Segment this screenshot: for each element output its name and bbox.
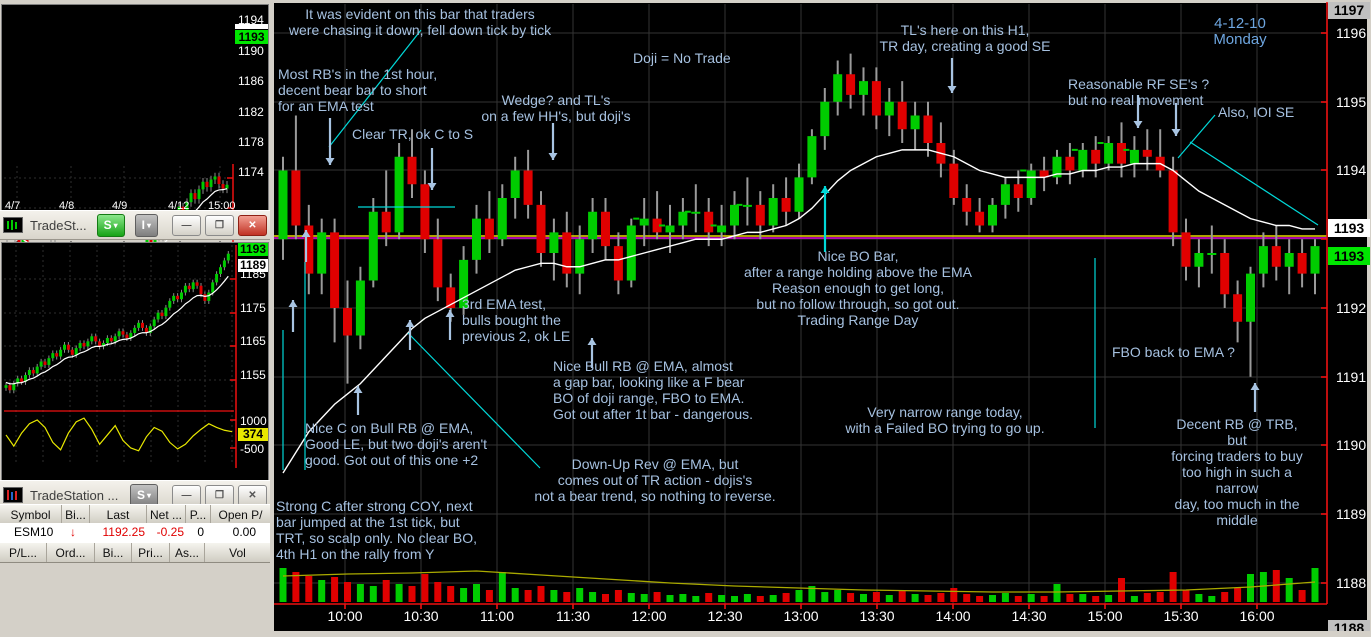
open-pl-cell: 0.00 — [232, 525, 256, 539]
column-header[interactable]: Symbol — [0, 505, 62, 524]
alert-price-badge: 1189 — [238, 258, 268, 272]
minimize-button[interactable]: — — [172, 214, 201, 236]
osc-value-badge: 374 — [238, 428, 268, 441]
chart-window-icon — [3, 217, 23, 233]
chevron-down-icon: ▾ — [113, 220, 118, 230]
net-change-cell: -0.25 — [156, 525, 184, 539]
main-chart-window[interactable]: 1196 1195 1194 1192 1191 1190 1189 1188 10:00 10:… — [270, 0, 1371, 637]
chart-canvas[interactable] — [270, 0, 1371, 637]
down-arrow-icon: ↓ — [70, 525, 76, 539]
osc-axis-label: 1000 — [240, 414, 267, 428]
close-button[interactable]: ✕ — [238, 484, 267, 506]
osc-axis-label: -500 — [240, 442, 265, 456]
intraday-chart-canvas[interactable] — [2, 243, 268, 480]
ema-badge — [235, 24, 268, 29]
order-window-icon — [3, 487, 23, 503]
time-axis-label: 4/12 — [168, 200, 190, 212]
column-header[interactable]: Vol — [229, 545, 246, 560]
column-header[interactable]: P... — [186, 505, 211, 524]
quote-row[interactable]: ESM10 ↓ 1192.25 -0.25 0 0.00 — [0, 523, 270, 542]
price-axis-label: 1174 — [238, 165, 264, 179]
column-header[interactable]: Ord... — [47, 543, 95, 562]
last-price-badge: 1193 — [238, 242, 268, 256]
indicator-button[interactable]: I ▾ — [134, 213, 158, 237]
price-axis-label: 1186 — [238, 74, 264, 88]
ladder-header-row: P/L... Ord... Bi... Pri... As... Vol — [0, 542, 270, 563]
time-axis-label: 4/7 — [5, 200, 21, 212]
symbol-cell: ESM10 — [14, 525, 54, 539]
left-workspace-column: 1194 1190 1186 1182 1178 1174 1193 4/7 4/8 4/9 4/1… — [0, 0, 270, 637]
time-axis-label: 15:00 — [208, 200, 236, 212]
intraday-chart-panel[interactable]: 1185 1175 1165 1155 1193 1189 1000 374 -500 — [1, 242, 269, 481]
column-header[interactable]: Last — [90, 505, 147, 524]
minimize-button[interactable]: — — [172, 484, 201, 506]
chevron-down-icon: ▾ — [146, 220, 151, 230]
price-axis-label: 1178 — [238, 135, 264, 149]
close-button[interactable]: ✕ — [238, 214, 267, 236]
position-cell: 0 — [197, 525, 204, 539]
time-axis-label: 4/8 — [59, 200, 75, 212]
price-axis-label: 1194 — [238, 13, 264, 27]
price-axis-label: 1182 — [238, 105, 264, 119]
column-header[interactable]: Open P/ — [218, 507, 263, 522]
column-header[interactable]: As... — [170, 543, 205, 562]
strategy-button[interactable]: S ▾ — [96, 213, 125, 237]
order-window: TradeStation ... S ▾ — ❐ ✕ Symbol Bi... L… — [0, 480, 270, 637]
restore-button[interactable]: ❐ — [205, 214, 234, 236]
column-header[interactable]: Bi... — [62, 505, 90, 524]
window-bottom-edge — [270, 631, 1371, 637]
column-header[interactable]: Pri... — [132, 543, 170, 562]
column-header[interactable]: Bi... — [95, 543, 132, 562]
chevron-down-icon: ▾ — [146, 490, 151, 500]
restore-button[interactable]: ❐ — [205, 484, 234, 506]
price-axis-label: 1155 — [240, 368, 266, 382]
price-axis-label: 1175 — [240, 301, 266, 315]
time-axis-label: 4/9 — [112, 200, 128, 212]
daily-chart-panel[interactable]: 1194 1190 1186 1182 1178 1174 1193 4/7 4/8 4/9 4/1… — [1, 4, 269, 358]
chart-window-title: TradeSt... — [30, 217, 87, 233]
column-header[interactable]: P/L... — [0, 543, 47, 562]
price-axis-label: 1190 — [238, 44, 264, 58]
last-price-badge: 1193 — [235, 30, 268, 44]
last-cell: 1192.25 — [102, 525, 146, 539]
quote-header-row: Symbol Bi... Last Net ... P... Open P/ — [0, 504, 270, 525]
chart-window-titlebar[interactable]: TradeSt... S ▾ I ▾ — ❐ ✕ — [0, 210, 270, 240]
price-axis-label: 1165 — [240, 334, 266, 348]
order-window-title: TradeStation ... — [30, 487, 119, 503]
column-header[interactable]: Net ... — [147, 505, 186, 524]
